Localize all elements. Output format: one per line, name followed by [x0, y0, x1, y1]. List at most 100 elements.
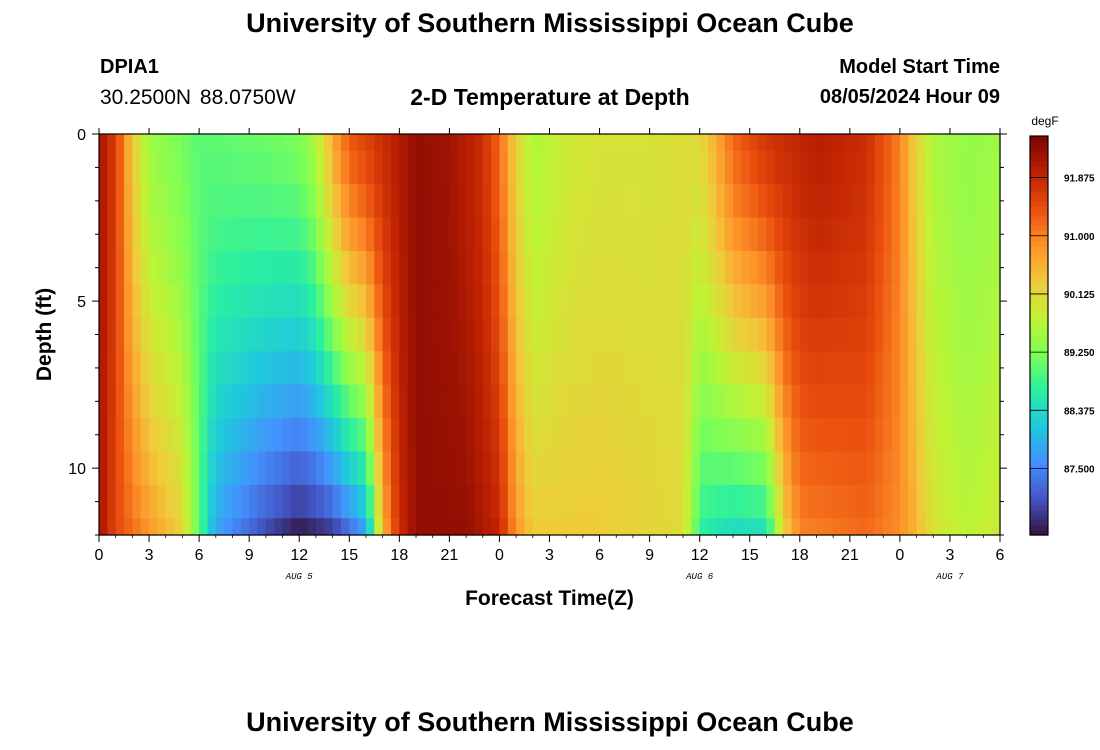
heatmap-cell [190, 150, 200, 185]
heatmap-cell [215, 418, 225, 453]
heatmap-cell [466, 134, 476, 152]
heatmap-cell [407, 250, 417, 285]
heatmap-cell [524, 250, 534, 285]
heatmap-cell [365, 250, 375, 285]
heatmap-cell [491, 484, 501, 519]
heatmap-cell [816, 184, 826, 219]
heatmap-cell [416, 284, 425, 319]
heatmap-cell [974, 217, 984, 252]
heatmap-cell [424, 317, 434, 352]
heatmap-cell [958, 418, 968, 453]
colorbar-segment [1030, 350, 1048, 357]
heatmap-cell [482, 134, 492, 152]
heatmap-cell [816, 150, 826, 185]
heatmap-cell [107, 351, 117, 386]
heatmap-cell [466, 150, 476, 185]
heatmap-cell [783, 284, 793, 319]
heatmap-cell [916, 418, 926, 453]
heatmap-cell [124, 484, 133, 519]
x-tick-label: 6 [996, 547, 1005, 564]
heatmap-cell [157, 384, 167, 419]
heatmap-cell [949, 284, 959, 319]
colorbar-segment [1030, 490, 1048, 496]
heatmap-cell [774, 150, 784, 185]
heatmap-cell [966, 284, 976, 319]
heatmap-cell [274, 351, 284, 386]
heatmap-cell [841, 451, 851, 486]
heatmap-cell [499, 418, 509, 453]
heatmap-cell [315, 384, 325, 419]
heatmap-cell [958, 484, 968, 519]
heatmap-cell [649, 134, 659, 152]
heatmap-cell [541, 250, 551, 285]
colorbar-segment [1030, 280, 1048, 287]
heatmap-cell [140, 150, 150, 185]
heatmap-cell [199, 418, 209, 453]
heatmap-cell [607, 451, 617, 486]
heatmap-cell [649, 217, 659, 252]
heatmap-cell [407, 418, 417, 453]
heatmap-cell [174, 284, 184, 319]
heatmap-cell [482, 284, 492, 319]
heatmap-cell [666, 518, 676, 536]
heatmap-cell [833, 217, 843, 252]
heatmap-cell [858, 150, 868, 185]
heatmap-cell [299, 484, 309, 519]
heatmap-cell [307, 250, 317, 285]
heatmap-cell [374, 217, 384, 252]
heatmap-cell [924, 250, 934, 285]
heatmap-cell [841, 150, 851, 185]
x-tick-label: 0 [95, 547, 104, 564]
colorbar-segment [1030, 265, 1048, 272]
heatmap-cell [816, 250, 826, 285]
colorbar-segment [1030, 485, 1048, 491]
heatmap-cell [282, 134, 292, 152]
heatmap-cell [249, 134, 259, 152]
heatmap-cell [140, 451, 150, 486]
heatmap-cell [824, 184, 834, 219]
heatmap-cell [691, 150, 701, 185]
heatmap-cell [199, 518, 209, 536]
heatmap-cell [891, 250, 901, 285]
heatmap-cell [374, 317, 384, 352]
heatmap-cell [524, 134, 534, 152]
heatmap-cell [791, 284, 801, 319]
colorbar-tick-label: 88.375 [1064, 406, 1095, 417]
heatmap-cell [224, 217, 234, 252]
heatmap-cell [532, 317, 542, 352]
heatmap-cell [557, 484, 567, 519]
x-tick-label: 12 [290, 547, 308, 564]
heatmap-cell [733, 217, 742, 252]
heatmap-cell [983, 418, 993, 453]
heatmap-cell [290, 418, 300, 453]
heatmap-cell [115, 384, 125, 419]
colorbar-segment [1030, 160, 1048, 167]
heatmap-cell [991, 317, 1001, 352]
heatmap-cell [199, 484, 209, 519]
heatmap-cell [741, 284, 751, 319]
heatmap-cell [733, 384, 742, 419]
colorbar-segment [1030, 440, 1048, 446]
heatmap-cell [491, 150, 501, 185]
heatmap-cell [140, 418, 150, 453]
heatmap-cell [924, 384, 934, 419]
heatmap-cell [958, 384, 968, 419]
heatmap-cell [799, 250, 809, 285]
heatmap-cell [407, 484, 417, 519]
heatmap-cell [991, 518, 1001, 536]
heatmap-cell [691, 518, 701, 536]
heatmap-cell [624, 134, 634, 152]
heatmap-cell [666, 451, 676, 486]
heatmap-cell [491, 250, 501, 285]
heatmap-cell [165, 484, 175, 519]
heatmap-cell [849, 351, 859, 386]
heatmap-cell [699, 518, 709, 536]
heatmap-cell [299, 217, 309, 252]
heatmap-cell [207, 134, 217, 152]
heatmap-cell [641, 351, 651, 386]
heatmap-cell [149, 418, 158, 453]
heatmap-cell [632, 134, 642, 152]
heatmap-cell [632, 384, 642, 419]
heatmap-cell [749, 451, 759, 486]
heatmap-cell [507, 150, 517, 185]
